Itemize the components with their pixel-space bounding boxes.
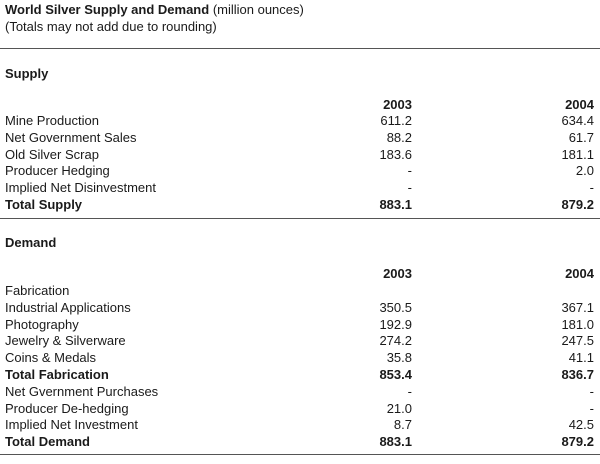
row-label: Producer De-hedging — [5, 400, 129, 416]
row-label: Producer Hedging — [5, 163, 110, 179]
table-row: Net Government Sales 88.2 61.7 — [0, 129, 600, 146]
table-row: Producer De-hedging 21.0 - — [0, 400, 600, 417]
row-label: Fabrication — [5, 283, 70, 298]
row-label: Total Fabrication — [5, 367, 109, 382]
value-2003: 350.5 — [379, 299, 412, 315]
value-2004: 41.1 — [568, 350, 594, 366]
value-2003: 883.1 — [379, 434, 412, 450]
supply-year-header: 2003 2004 — [0, 96, 600, 113]
table-row: Photography 192.9 181.0 — [0, 316, 600, 333]
divider — [0, 48, 600, 49]
value-2003: 883.1 — [379, 197, 412, 212]
row-label: Coins & Medals — [5, 350, 97, 366]
divider — [0, 218, 600, 219]
value-2003: - — [407, 180, 412, 196]
row-label: Net Government Sales — [5, 129, 137, 145]
table-row: Net Gvernment Purchases - - — [0, 383, 600, 400]
supply-heading: Supply — [5, 66, 49, 81]
table-row: Mine Production 611.2 634.4 — [0, 112, 600, 129]
page-title: World Silver Supply and Demand (million … — [5, 2, 304, 17]
value-2004: 2.0 — [575, 163, 594, 179]
value-2004: - — [589, 180, 594, 196]
row-label: Industrial Applications — [5, 299, 131, 315]
rounding-note: (Totals may not add due to rounding) — [5, 19, 217, 34]
value-2003: 274.2 — [379, 333, 412, 349]
divider — [0, 454, 600, 455]
value-2004: 836.7 — [561, 367, 594, 382]
row-label: Implied Net Disinvestment — [5, 180, 156, 196]
table-row: Total Demand 883.1 879.2 — [0, 433, 600, 450]
supply-year-2004: 2004 — [565, 97, 594, 112]
value-2003: 853.4 — [379, 367, 412, 382]
table-row: Producer Hedging - 2.0 — [0, 162, 600, 179]
value-2004: - — [589, 383, 594, 399]
demand-year-2003: 2003 — [383, 266, 412, 281]
value-2003: - — [407, 383, 412, 399]
table-row: Jewelry & Silverware 274.2 247.5 — [0, 332, 600, 349]
title-unit: (million ounces) — [212, 2, 304, 17]
demand-year-header: 2003 2004 — [0, 265, 600, 282]
value-2004: 42.5 — [568, 417, 594, 433]
value-2004: - — [589, 400, 594, 416]
table-row: Total Supply 883.1 879.2 — [0, 196, 600, 213]
value-2003: 611.2 — [380, 113, 412, 128]
row-label: Total Demand — [5, 434, 90, 450]
value-2003: 192.9 — [379, 316, 412, 332]
value-2003: 88.2 — [386, 129, 412, 145]
value-2003: 8.7 — [393, 417, 412, 433]
row-label: Jewelry & Silverware — [5, 333, 126, 349]
value-2004: 61.7 — [568, 129, 594, 145]
row-label: Implied Net Investment — [5, 417, 138, 433]
table-row: Implied Net Investment 8.7 42.5 — [0, 416, 600, 433]
table-row: Old Silver Scrap 183.6 181.1 — [0, 146, 600, 163]
demand-heading: Demand — [5, 235, 57, 250]
value-2003: 21.0 — [386, 400, 412, 416]
table-row: Fabrication — [0, 282, 600, 299]
supply-year-2003: 2003 — [383, 97, 412, 112]
value-2004: 181.0 — [561, 316, 594, 332]
value-2003: 183.6 — [379, 146, 412, 162]
value-2004: 879.2 — [561, 434, 594, 450]
table-row: Total Fabrication 853.4 836.7 — [0, 366, 600, 383]
value-2004: 247.5 — [561, 333, 594, 349]
value-2004: 181.1 — [561, 146, 594, 162]
value-2004: 367.1 — [561, 299, 594, 315]
row-label: Photography — [5, 316, 79, 332]
value-2003: 35.8 — [386, 350, 412, 366]
value-2003: - — [407, 163, 412, 179]
row-label: Mine Production — [5, 113, 99, 128]
table-row: Implied Net Disinvestment - - — [0, 179, 600, 196]
table-row: Industrial Applications 350.5 367.1 — [0, 299, 600, 316]
row-label: Net Gvernment Purchases — [5, 383, 159, 399]
table-row: Coins & Medals 35.8 41.1 — [0, 349, 600, 366]
row-label: Old Silver Scrap — [5, 146, 99, 162]
row-label: Total Supply — [5, 197, 83, 212]
value-2004: 879.2 — [561, 197, 594, 212]
title-text: World Silver Supply and Demand — [5, 2, 210, 17]
demand-year-2004: 2004 — [565, 266, 594, 281]
value-2004: 634.4 — [561, 113, 594, 128]
